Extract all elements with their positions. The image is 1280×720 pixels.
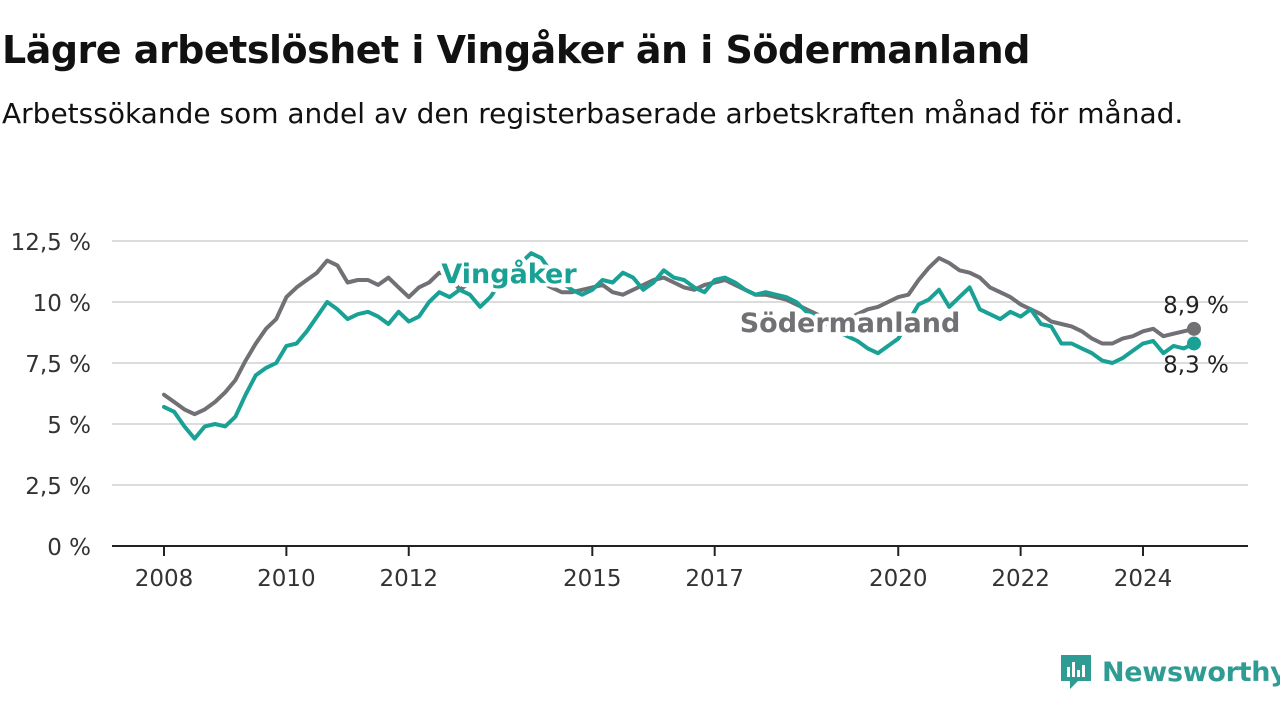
end-value-label: 8,3 % (1163, 352, 1229, 378)
x-tick-label: 2022 (991, 566, 1050, 592)
series-label-södermanland: Södermanland (740, 308, 961, 339)
brand-name: Newsworthy (1102, 656, 1280, 688)
grid-layer: 0 % 2,5 % 5 % 7,5 % 10 % 12,5 % 2008 2010 2012 20… (11, 230, 1248, 592)
y-tick-label: 10 % (33, 291, 91, 317)
series-line-södermanland (162, 256, 1196, 417)
end-point-södermanland (1186, 321, 1201, 336)
y-tick-label: 7,5 % (25, 352, 91, 378)
chart-title: Lägre arbetslöshet i Vingåker än i Söder… (2, 28, 1030, 72)
line-chart: 0 % 2,5 % 5 % 7,5 % 10 % 12,5 % 2008 2010 2012 20… (11, 230, 1248, 592)
x-tick-label: 2017 (685, 566, 744, 592)
series-layer (162, 251, 1201, 441)
x-tick-label: 2008 (135, 566, 194, 592)
series-label-halo: Södermanland (740, 308, 961, 339)
series-line-vingåker (162, 251, 1196, 441)
x-tick-label: 2012 (379, 566, 438, 592)
x-tick-label: 2015 (563, 566, 622, 592)
series-label-halo: Vingåker (441, 258, 577, 290)
newsworthy-logo-icon (1061, 655, 1091, 689)
x-tick-label: 2024 (1114, 566, 1173, 592)
y-tick-label: 2,5 % (25, 474, 91, 500)
end-value-label: 8,9 % (1163, 293, 1229, 319)
y-tick-label: 0 % (47, 535, 91, 561)
end-point-vingåker (1186, 336, 1201, 351)
brand-logo: Newsworthy (1058, 652, 1280, 692)
y-tick-label: 5 % (47, 413, 91, 439)
x-tick-label: 2020 (869, 566, 928, 592)
label-layer: 8,3 %8,9 %VingåkerVingåkerSödermanlandSö… (437, 254, 1229, 378)
x-tick-label: 2010 (257, 566, 316, 592)
y-tick-label: 12,5 % (11, 230, 91, 256)
series-label-vingåker: Vingåker (441, 258, 577, 290)
chart-subtitle: Arbetssökande som andel av den registerb… (2, 97, 1184, 130)
